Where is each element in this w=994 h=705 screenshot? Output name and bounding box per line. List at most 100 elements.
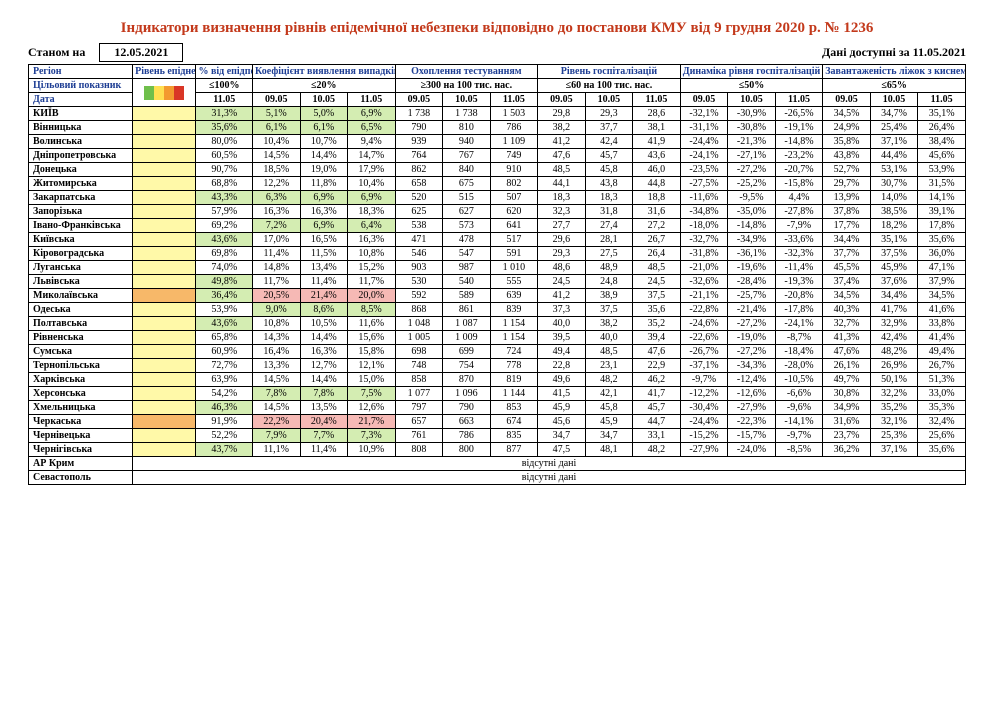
t-infect: ≤20%	[253, 79, 396, 93]
pct-cell: 46,3%	[196, 401, 253, 415]
test-cell: 835	[490, 429, 538, 443]
hdr-date: 10.05	[728, 93, 776, 107]
dyn-cell: -22,3%	[728, 415, 776, 429]
dyn-cell: -20,7%	[775, 163, 823, 177]
dyn-cell: -19,0%	[728, 331, 776, 345]
test-cell: 724	[490, 345, 538, 359]
hosp-cell: 41,5	[538, 387, 586, 401]
hosp-cell: 44,7	[633, 415, 681, 429]
risk-cell	[133, 163, 196, 177]
pct-cell: 63,9%	[196, 373, 253, 387]
test-cell: 1 087	[443, 317, 491, 331]
beds-cell: 47,1%	[918, 261, 966, 275]
hdr-beds: Завантаженість ліжок з киснем	[823, 65, 966, 79]
hosp-cell: 48,2	[585, 373, 633, 387]
hosp-cell: 45,8	[585, 163, 633, 177]
test-cell: 1 048	[395, 317, 443, 331]
hdr-pct: % від епідпорогу	[196, 65, 253, 79]
beds-cell: 30,7%	[870, 177, 918, 191]
hosp-cell: 41,9	[633, 135, 681, 149]
dyn-cell: -19,3%	[775, 275, 823, 289]
infect-cell: 19,0%	[300, 163, 348, 177]
test-cell: 507	[490, 191, 538, 205]
hdr-date-label: Дата	[29, 93, 133, 107]
dyn-cell: -24,1%	[775, 317, 823, 331]
hosp-cell: 44,8	[633, 177, 681, 191]
test-cell: 764	[395, 149, 443, 163]
region-name: Чернівецька	[29, 429, 133, 443]
test-cell: 1 109	[490, 135, 538, 149]
dyn-cell: -9,5%	[728, 191, 776, 205]
pct-cell: 31,3%	[196, 107, 253, 121]
hosp-cell: 37,5	[585, 303, 633, 317]
dyn-cell: -24,4%	[680, 415, 728, 429]
beds-cell: 18,2%	[870, 219, 918, 233]
test-cell: 910	[490, 163, 538, 177]
region-name: Чернігівська	[29, 443, 133, 457]
dyn-cell: -37,1%	[680, 359, 728, 373]
hosp-cell: 18,3	[538, 191, 586, 205]
test-cell: 625	[395, 205, 443, 219]
test-cell: 987	[443, 261, 491, 275]
beds-cell: 32,1%	[870, 415, 918, 429]
hosp-cell: 46,2	[633, 373, 681, 387]
hosp-cell: 41,7	[633, 387, 681, 401]
beds-cell: 37,8%	[823, 205, 871, 219]
test-cell: 1 096	[443, 387, 491, 401]
risk-cell	[133, 331, 196, 345]
dyn-cell: -30,9%	[728, 107, 776, 121]
dyn-cell: -20,8%	[775, 289, 823, 303]
infect-cell: 14,7%	[348, 149, 396, 163]
infect-cell: 14,4%	[300, 149, 348, 163]
hosp-cell: 47,6	[538, 149, 586, 163]
hosp-cell: 43,6	[633, 149, 681, 163]
risk-cell	[133, 219, 196, 233]
test-cell: 903	[395, 261, 443, 275]
test-cell: 1 010	[490, 261, 538, 275]
region-name: Київська	[29, 233, 133, 247]
infect-cell: 21,4%	[300, 289, 348, 303]
pct-cell: 91,9%	[196, 415, 253, 429]
beds-cell: 33,0%	[918, 387, 966, 401]
test-cell: 517	[490, 233, 538, 247]
hosp-cell: 26,7	[633, 233, 681, 247]
infect-cell: 12,1%	[348, 359, 396, 373]
hdr-date: 09.05	[538, 93, 586, 107]
test-cell: 674	[490, 415, 538, 429]
hosp-cell: 45,8	[585, 401, 633, 415]
beds-cell: 53,9%	[918, 163, 966, 177]
test-cell: 592	[395, 289, 443, 303]
dyn-cell: -21,1%	[680, 289, 728, 303]
infect-cell: 5,0%	[300, 107, 348, 121]
test-cell: 940	[443, 135, 491, 149]
infect-cell: 10,5%	[300, 317, 348, 331]
dyn-cell: -32,6%	[680, 275, 728, 289]
dyn-cell: -27,2%	[728, 345, 776, 359]
beds-cell: 32,2%	[870, 387, 918, 401]
beds-cell: 39,1%	[918, 205, 966, 219]
beds-cell: 35,8%	[823, 135, 871, 149]
region-name: Рівненська	[29, 331, 133, 345]
infect-cell: 7,5%	[348, 387, 396, 401]
hosp-cell: 40,0	[538, 317, 586, 331]
hosp-cell: 39,5	[538, 331, 586, 345]
hdr-date: 09.05	[253, 93, 301, 107]
infect-cell: 14,4%	[300, 331, 348, 345]
infect-cell: 6,4%	[348, 219, 396, 233]
infect-cell: 11,4%	[253, 247, 301, 261]
dyn-cell: -14,8%	[775, 135, 823, 149]
dyn-cell: -11,4%	[775, 261, 823, 275]
region-name: Запорізька	[29, 205, 133, 219]
hdr-dyn: Динаміка рівня госпіталізацій	[680, 65, 823, 79]
beds-cell: 32,7%	[823, 317, 871, 331]
hosp-cell: 47,6	[633, 345, 681, 359]
beds-cell: 37,7%	[823, 247, 871, 261]
beds-cell: 25,6%	[918, 429, 966, 443]
infect-cell: 16,5%	[300, 233, 348, 247]
region-name: Житомирська	[29, 177, 133, 191]
beds-cell: 34,7%	[870, 107, 918, 121]
beds-cell: 35,6%	[918, 233, 966, 247]
dyn-cell: -27,5%	[680, 177, 728, 191]
beds-cell: 37,4%	[823, 275, 871, 289]
infect-cell: 17,0%	[253, 233, 301, 247]
